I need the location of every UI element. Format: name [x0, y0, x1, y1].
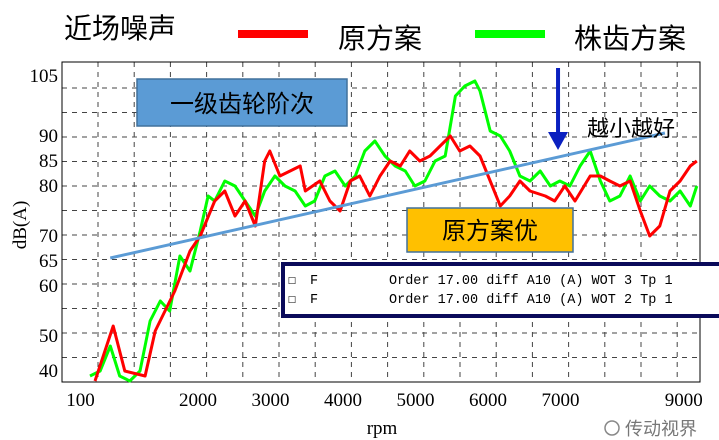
watermark-text: 传动视界 [625, 419, 697, 440]
original-better-box [406, 207, 574, 253]
legend-row-2-name: F [310, 293, 318, 308]
legend-row-1-desc: Order 17.00 diff A10 (A) WOT 3 Tp 1 [389, 274, 673, 289]
y-tick-label: 50 [39, 326, 58, 347]
down-arrow-icon [548, 68, 569, 150]
x-tick-label: 100 [66, 390, 95, 411]
legend-swatch-new [475, 30, 545, 38]
y-tick-label: 65 [39, 251, 58, 272]
legend-label-original: 原方案 [338, 22, 422, 55]
legend-row-2-checkbox[interactable]: ☐ [288, 293, 296, 308]
x-tick-label: 5000 [397, 390, 435, 411]
y-tick-label: 40 [39, 361, 58, 382]
y-tick-label: 80 [39, 176, 58, 197]
x-tick-label: 9000 [665, 390, 703, 411]
x-tick-label: 6000 [469, 390, 507, 411]
arrow-head [548, 132, 569, 150]
y-tick-label: 105 [30, 66, 59, 87]
y-tick-label: 70 [39, 226, 58, 247]
plot-frame [61, 61, 701, 383]
series-legend-box: ☐ F Order 17.00 diff A10 (A) WOT 3 Tp 1 … [281, 262, 719, 318]
y-axis-ticks: 105 90 85 80 70 65 60 50 40 [30, 66, 59, 382]
legend-box-frame [281, 262, 719, 318]
trend-line [109, 131, 666, 260]
series-line-original [93, 134, 698, 382]
legend-row-2-desc: Order 17.00 diff A10 (A) WOT 2 Tp 1 [389, 293, 673, 308]
series-group [89, 79, 699, 383]
annotation-original-better: 原方案优 [406, 207, 574, 253]
legend-original: 原方案 [238, 22, 422, 55]
legend-row-1-name: F [310, 274, 318, 289]
y-axis-label: dB(A) [10, 201, 31, 250]
legend-row-1-checkbox[interactable]: ☐ [288, 274, 296, 289]
wechat-icon [604, 420, 620, 436]
annotation-gear-order: 一级齿轮阶次 [136, 78, 348, 127]
legend-new: 株齿方案 [475, 22, 686, 55]
x-axis-label: rpm [367, 418, 398, 439]
legend-swatch-original [238, 30, 308, 38]
watermark: 传动视界 [604, 419, 697, 440]
y-tick-label: 85 [39, 151, 58, 172]
original-better-text: 原方案优 [442, 217, 538, 245]
smaller-better-text: 越小越好 [587, 117, 675, 142]
x-tick-label: 3000 [252, 390, 290, 411]
x-axis-ticks: 100 2000 3000 4000 5000 6000 7000 9000 [66, 390, 702, 411]
x-tick-label: 4000 [324, 390, 362, 411]
y-tick-label: 90 [39, 126, 58, 147]
gear-order-text: 一级齿轮阶次 [170, 90, 314, 118]
legend-label-new: 株齿方案 [574, 22, 686, 55]
y-tick-label: 60 [39, 276, 58, 297]
x-tick-label: 7000 [542, 390, 580, 411]
chart-title: 近场噪声 [64, 12, 176, 45]
series-line-new [89, 79, 699, 383]
gear-order-box [136, 78, 348, 127]
x-tick-label: 2000 [179, 390, 217, 411]
